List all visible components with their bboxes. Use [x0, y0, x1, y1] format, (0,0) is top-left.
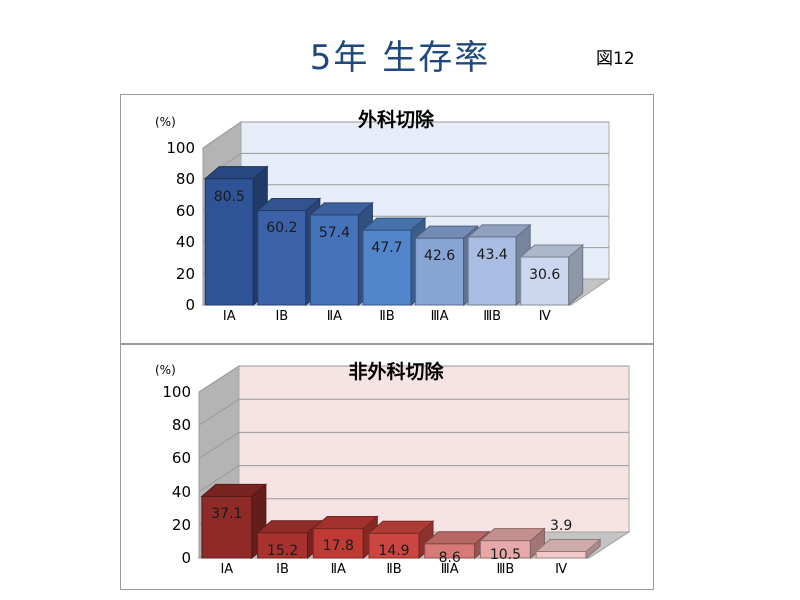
bar	[200, 483, 268, 560]
data-label: 57.4	[318, 224, 350, 241]
x-tick-label: ⅡA	[326, 309, 343, 324]
bar	[479, 527, 546, 560]
x-tick-label: ⅡB	[386, 562, 402, 577]
x-tick-label: Ⅳ	[538, 309, 551, 324]
y-tick-label: 20	[171, 515, 191, 534]
x-tick-label: ⅠA	[220, 562, 234, 577]
y-tick-label: 80	[171, 416, 191, 435]
x-tick-label: Ⅳ	[555, 562, 568, 577]
data-label: 43.4	[476, 246, 508, 263]
back-wall	[238, 365, 630, 533]
chart-title: 外科切除	[357, 109, 434, 131]
gridline	[198, 465, 240, 493]
x-tick-label: ⅢB	[496, 562, 515, 577]
x-tick-label: ⅢA	[430, 309, 449, 324]
bar	[423, 530, 491, 560]
x-tick-label: ⅠB	[275, 309, 289, 324]
bar	[519, 243, 585, 307]
data-label: 15.2	[266, 542, 299, 559]
y-tick-label: 60	[171, 449, 191, 468]
data-label: 80.5	[213, 188, 245, 205]
gridline	[198, 398, 240, 426]
data-label: 3.9	[550, 517, 573, 534]
slide-title: 5年 生存率	[309, 38, 491, 78]
non-surgical-chart: 非外科切除 (%) 0 20 40 60 80 100 37.1 ⅠA 15.2 ⅠB 17.8 ⅡA…	[120, 344, 654, 590]
y-tick-label: 40	[175, 233, 195, 252]
data-label: 14.9	[378, 543, 410, 560]
y-tick-label: 60	[175, 201, 195, 220]
data-label: 10.5	[489, 546, 521, 563]
chart-plot-area	[197, 365, 631, 560]
bar	[311, 515, 379, 560]
y-tick-label: 100	[162, 383, 191, 401]
chart-plot-area	[201, 121, 611, 307]
bar	[534, 538, 602, 560]
gridline	[198, 365, 240, 393]
x-tick-label: ⅡB	[379, 309, 395, 324]
bar	[256, 197, 322, 307]
y-tick-label: 80	[175, 170, 195, 189]
data-label: 47.7	[371, 240, 403, 257]
surgical-resection-chart: 外科切除 (%) 0 20 40 60 80 100 80.5 ⅠA 60.2 ⅠB 57.4 ⅡA 4…	[120, 94, 654, 344]
figure-label: 図12	[596, 49, 635, 69]
data-label: 8.6	[438, 549, 461, 566]
y-tick-label: 100	[166, 139, 195, 157]
y-tick-label: 40	[171, 482, 191, 501]
x-tick-label: ⅡA	[330, 562, 346, 577]
x-tick-label: ⅢA	[440, 562, 459, 577]
data-label: 60.2	[266, 220, 298, 237]
x-tick-label: ⅢB	[483, 309, 502, 324]
x-tick-label: ⅠA	[222, 309, 236, 324]
data-label: 17.8	[322, 538, 354, 555]
gridline	[198, 431, 240, 459]
y-unit-label: (%)	[155, 115, 176, 129]
gridline	[202, 121, 242, 149]
chart-title: 非外科切除	[348, 361, 444, 383]
y-unit-label: (%)	[155, 363, 176, 377]
y-tick-label: 0	[181, 549, 191, 567]
x-tick-label: ⅠB	[276, 562, 289, 577]
data-label: 37.1	[211, 506, 243, 523]
y-tick-label: 0	[185, 296, 195, 314]
data-label: 42.6	[423, 248, 456, 265]
data-label: 30.6	[529, 266, 561, 283]
y-tick-label: 20	[175, 264, 195, 283]
